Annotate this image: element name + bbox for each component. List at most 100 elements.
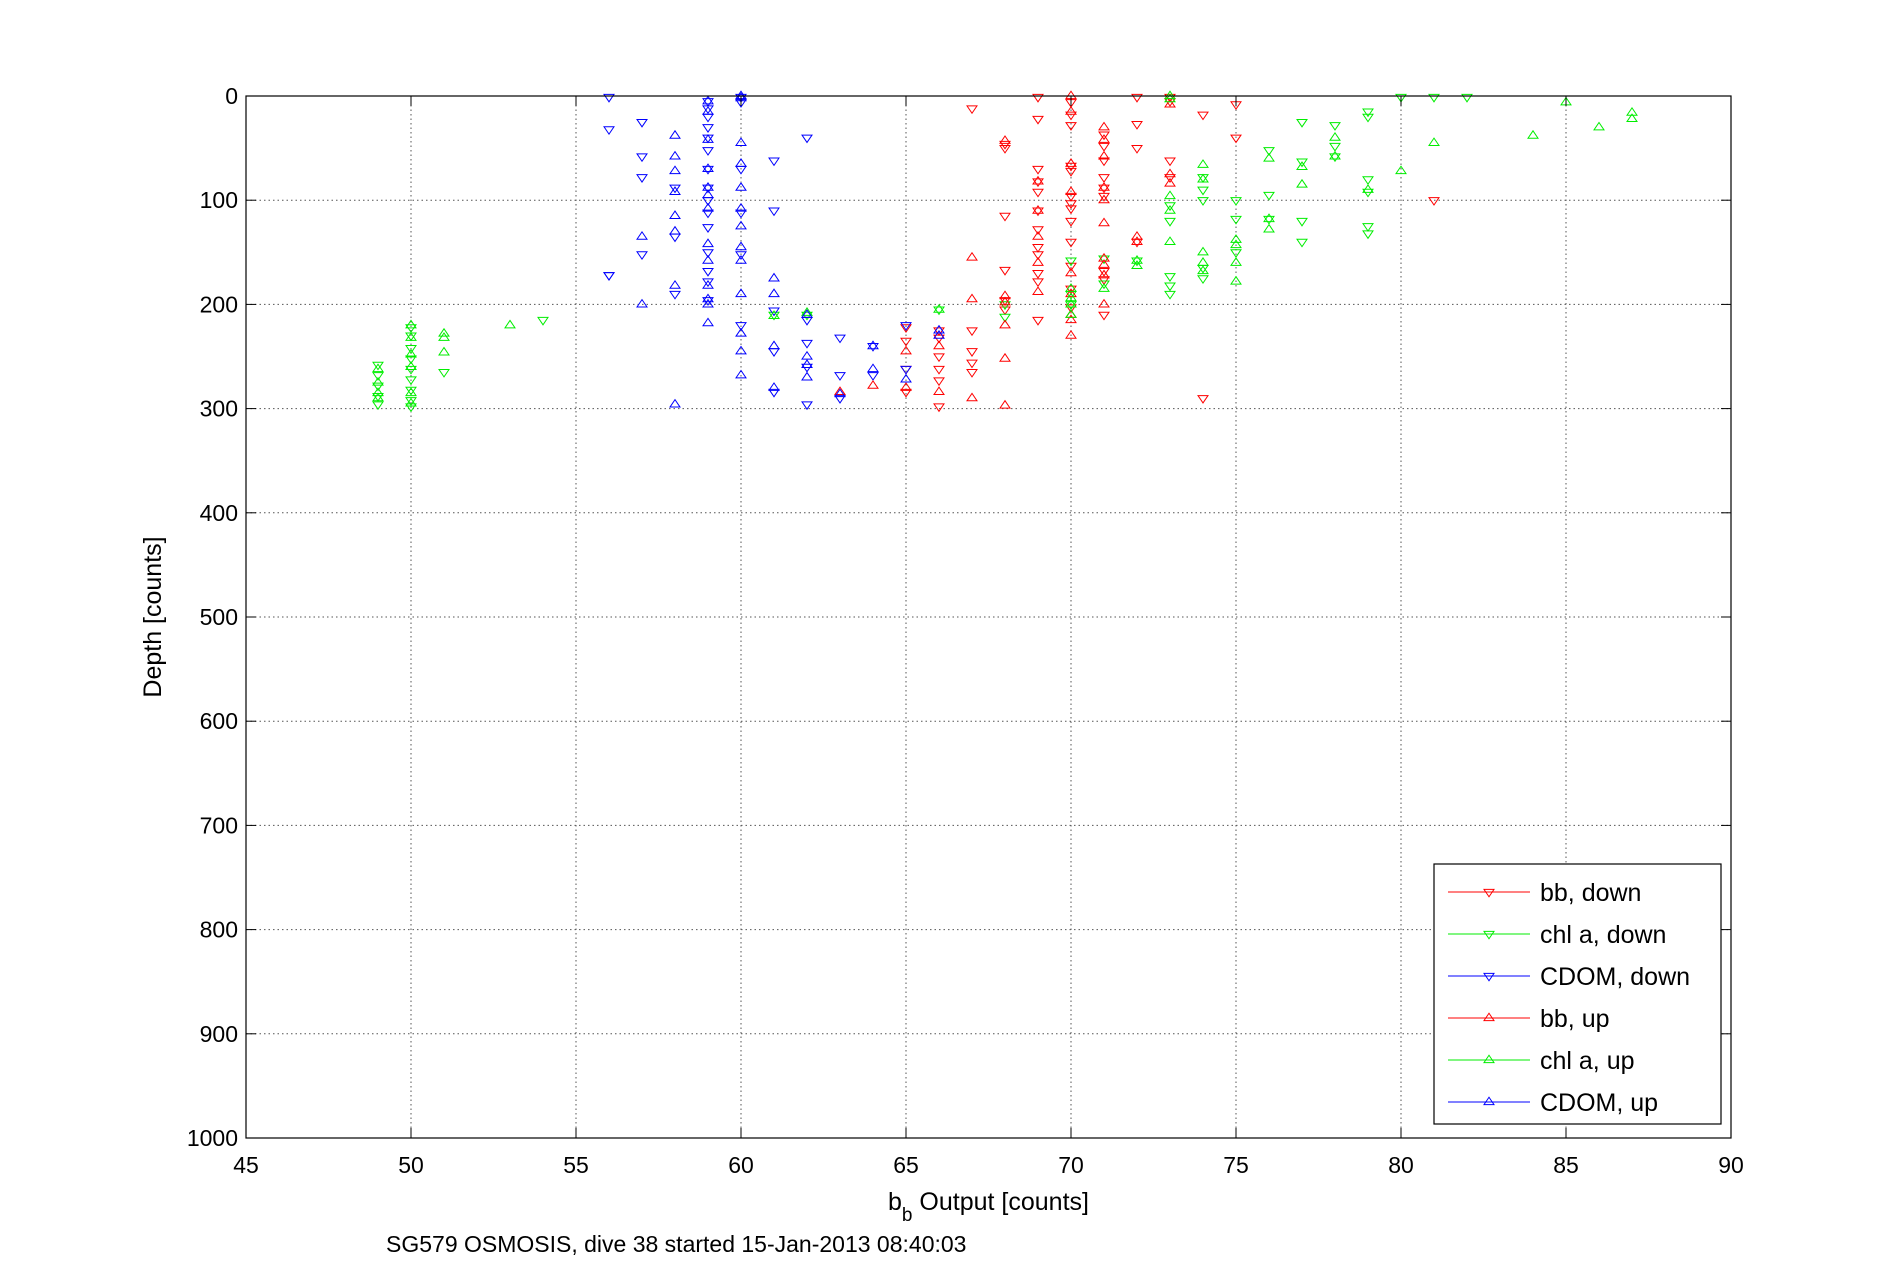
data-point <box>669 279 681 289</box>
legend-marker <box>1483 972 1495 982</box>
data-point <box>702 317 714 327</box>
data-point <box>1032 207 1044 217</box>
data-point <box>702 209 714 219</box>
data-point <box>1098 184 1110 194</box>
series-2 <box>603 93 912 411</box>
data-point <box>405 324 417 334</box>
data-point <box>603 126 615 136</box>
data-point <box>867 372 879 381</box>
data-point <box>801 359 813 368</box>
data-point <box>933 334 945 344</box>
data-point <box>702 238 714 248</box>
data-point <box>1032 243 1044 253</box>
y-tick-label: 1000 <box>187 1125 238 1151</box>
legend-entry: bb, up <box>1448 1005 1610 1033</box>
data-point <box>1065 122 1077 131</box>
data-point <box>999 352 1011 362</box>
data-point <box>1098 280 1110 290</box>
data-point <box>1098 267 1110 277</box>
data-point <box>702 278 714 288</box>
data-point <box>1032 226 1044 236</box>
data-point <box>636 251 648 261</box>
data-point <box>1065 238 1077 248</box>
data-point <box>636 153 648 163</box>
data-point <box>1032 178 1044 188</box>
data-point <box>1098 142 1110 152</box>
data-point <box>1164 90 1176 100</box>
legend-label: chl a, down <box>1540 921 1666 949</box>
legend-marker <box>1483 1054 1495 1064</box>
data-point <box>669 184 681 194</box>
data-point <box>1098 252 1110 262</box>
data-point <box>735 251 747 261</box>
data-point <box>372 363 384 373</box>
data-point <box>372 361 384 371</box>
data-point <box>1032 316 1044 326</box>
data-point <box>405 361 417 371</box>
data-point <box>438 332 450 341</box>
data-point <box>405 355 417 365</box>
data-point <box>1098 182 1110 191</box>
data-point <box>1362 176 1374 186</box>
data-point <box>702 184 714 194</box>
data-point <box>1065 304 1077 314</box>
data-point <box>1296 178 1308 188</box>
x-tick-label: 90 <box>1718 1152 1744 1178</box>
data-point <box>372 372 384 381</box>
data-point <box>1032 175 1044 185</box>
data-point <box>405 397 417 407</box>
data-point <box>1296 217 1308 227</box>
data-point <box>999 301 1011 311</box>
y-tick-label: 600 <box>200 708 238 734</box>
data-point <box>669 186 681 195</box>
data-point <box>1065 262 1077 272</box>
data-point <box>372 387 384 397</box>
data-point <box>900 324 912 334</box>
data-point <box>1197 111 1209 121</box>
data-point <box>834 334 846 344</box>
data-point <box>372 382 384 392</box>
data-point <box>933 324 945 334</box>
data-point <box>1131 254 1143 264</box>
legend-marker <box>1483 1096 1495 1106</box>
data-point <box>1164 273 1176 282</box>
data-point <box>1230 239 1242 249</box>
y-tick-label: 200 <box>200 291 238 317</box>
x-tick-label: 70 <box>1058 1152 1084 1178</box>
data-point <box>1098 150 1110 160</box>
x-tick-label: 50 <box>398 1152 424 1178</box>
data-point <box>933 327 945 337</box>
data-point <box>1065 329 1077 339</box>
data-point <box>867 363 879 373</box>
data-point <box>999 290 1011 300</box>
legend-entry: CDOM, up <box>1448 1089 1658 1117</box>
data-point <box>1197 159 1209 168</box>
data-point <box>999 266 1011 276</box>
legend-box <box>1433 863 1722 1125</box>
legend-label: chl a, up <box>1540 1047 1635 1075</box>
data-point <box>1098 121 1110 131</box>
legend-entry: bb, down <box>1448 879 1641 907</box>
data-point <box>702 224 714 233</box>
data-point <box>1362 223 1374 232</box>
data-point <box>1032 286 1044 296</box>
data-point <box>900 388 912 398</box>
data-point <box>1230 215 1242 225</box>
data-point <box>900 322 912 331</box>
data-point <box>1329 150 1341 160</box>
data-point <box>1164 204 1176 214</box>
data-point <box>1065 292 1077 302</box>
legend-label: CDOM, down <box>1540 963 1690 991</box>
data-point <box>1098 311 1110 321</box>
data-point <box>1131 236 1143 245</box>
data-point <box>1164 190 1176 200</box>
data-point <box>1131 93 1143 103</box>
axis-ticks <box>245 95 1732 1139</box>
legend-entry: CDOM, down <box>1448 963 1690 991</box>
data-point <box>372 392 384 402</box>
y-tick-label: 0 <box>225 83 238 109</box>
data-point <box>1065 314 1077 324</box>
data-point <box>1032 204 1044 214</box>
data-point <box>933 340 945 350</box>
x-tick-label: 55 <box>563 1152 589 1178</box>
